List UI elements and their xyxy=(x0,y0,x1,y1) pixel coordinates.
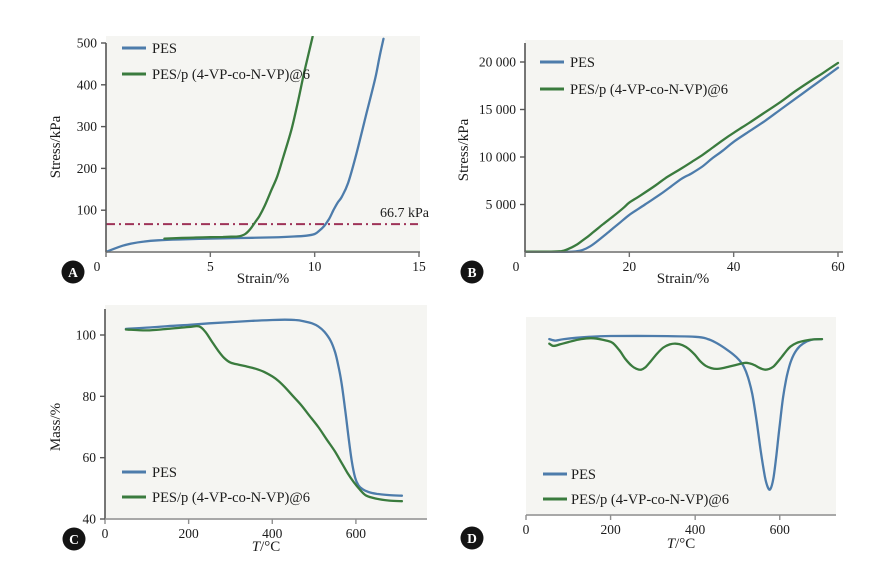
x-tick-label: 400 xyxy=(262,526,283,541)
panel-badge-circle xyxy=(61,260,85,284)
composite-curve xyxy=(124,324,404,503)
x-tick-label: 15 xyxy=(412,259,426,274)
pes-curve xyxy=(124,318,404,497)
x-axis-label: T/°C xyxy=(667,536,696,552)
plot-area xyxy=(525,40,843,253)
x-tick-label: 0 xyxy=(513,259,520,274)
y-tick-label: 400 xyxy=(77,77,98,92)
x-tick-label: 10 xyxy=(308,259,322,274)
composite-curve xyxy=(525,61,840,253)
y-tick-label: 15 000 xyxy=(479,102,516,117)
pes-curve xyxy=(525,66,840,253)
x-tick-label: 0 xyxy=(523,522,530,537)
panel-b-stress-strain: 0 20 40 60 5 000 10 000 15 000 20 000 Strain/% St… xyxy=(443,0,886,292)
y-axis-label: Stress/kPa xyxy=(456,118,472,181)
y-axis-label: Mass/% xyxy=(48,403,64,451)
y-tick-label: 10 000 xyxy=(479,150,516,165)
panel-d-dtg: 0 200 400 600 T/°C PES PES/p (4-VP-co-N-VP)@6 D xyxy=(443,292,886,584)
plot-area xyxy=(105,305,427,520)
x-axis-label: T/°C xyxy=(252,539,281,555)
y-tick-label: 80 xyxy=(83,389,97,404)
x-axis-label: Strain/% xyxy=(237,271,290,287)
panel-badge-letter: C xyxy=(69,532,79,547)
legend-label-composite: PES/p (4-VP-co-N-VP)@6 xyxy=(571,492,729,508)
legend-label-composite: PES/p (4-VP-co-N-VP)@6 xyxy=(152,490,310,506)
panel-badge-circle xyxy=(460,526,484,550)
legend-label-pes: PES xyxy=(570,55,595,71)
x-tick-label: 20 xyxy=(623,259,637,274)
panel-a-stress-strain: 66.7 kPa 0 5 10 15 100 200 300 400 500 Strain/% Str… xyxy=(0,0,443,292)
y-tick-label: 100 xyxy=(76,328,97,343)
x-tick-label: 600 xyxy=(770,522,791,537)
x-tick-label: 600 xyxy=(346,526,367,541)
x-tick-label: 0 xyxy=(94,259,101,274)
x-tick-label: 0 xyxy=(102,526,109,541)
y-tick-label: 40 xyxy=(83,512,97,527)
panel-badge-circle xyxy=(460,260,484,284)
threshold-label: 66.7 kPa xyxy=(380,206,430,221)
panel-badge-circle xyxy=(62,527,86,551)
y-tick-label: 5 000 xyxy=(486,197,517,212)
chart-panel-c: 0 200 400 600 40 60 80 100 T/°C Mass/% PES PES/p (4… xyxy=(48,305,427,555)
y-axis-label: Stress/kPa xyxy=(48,115,64,178)
composite-curve xyxy=(163,36,314,240)
x-tick-label: 200 xyxy=(179,526,200,541)
x-tick-label: 40 xyxy=(727,259,741,274)
composite-curve xyxy=(548,337,824,371)
legend-label-composite: PES/p (4-VP-co-N-VP)@6 xyxy=(570,82,728,98)
pes-curve xyxy=(106,37,385,253)
plot-area xyxy=(526,317,836,516)
pes-curve xyxy=(548,334,824,491)
chart-panel-a: 66.7 kPa 0 5 10 15 100 200 300 400 500 Strain/% Str… xyxy=(48,36,430,288)
legend-label-pes: PES xyxy=(152,465,177,481)
y-tick-label: 200 xyxy=(77,161,98,176)
y-tick-label: 300 xyxy=(77,119,98,134)
chart-panel-b: 0 20 40 60 5 000 10 000 15 000 20 000 Strain/% St… xyxy=(456,40,845,287)
plot-area xyxy=(106,36,420,253)
x-axis-label: Strain/% xyxy=(657,271,710,287)
y-tick-label: 500 xyxy=(77,36,98,51)
x-tick-label: 200 xyxy=(600,522,621,537)
x-tick-label: 60 xyxy=(831,259,845,274)
panel-badge-letter: D xyxy=(467,531,477,546)
y-tick-label: 60 xyxy=(83,450,97,465)
legend-label-pes: PES xyxy=(152,41,177,57)
x-tick-label: 5 xyxy=(207,259,214,274)
chart-panel-d: 0 200 400 600 T/°C PES PES/p (4-VP-co-N-VP)@6 D xyxy=(460,317,836,552)
panel-badge-letter: A xyxy=(68,265,78,280)
y-tick-label: 100 xyxy=(77,203,98,218)
x-tick-label: 400 xyxy=(685,522,706,537)
legend-label-pes: PES xyxy=(571,467,596,483)
y-tick-label: 20 000 xyxy=(479,55,516,70)
panel-c-tga: 0 200 400 600 40 60 80 100 T/°C Mass/% PES PES/p (4… xyxy=(0,292,443,584)
panel-badge-letter: B xyxy=(467,265,476,280)
legend-label-composite: PES/p (4-VP-co-N-VP)@6 xyxy=(152,67,310,83)
